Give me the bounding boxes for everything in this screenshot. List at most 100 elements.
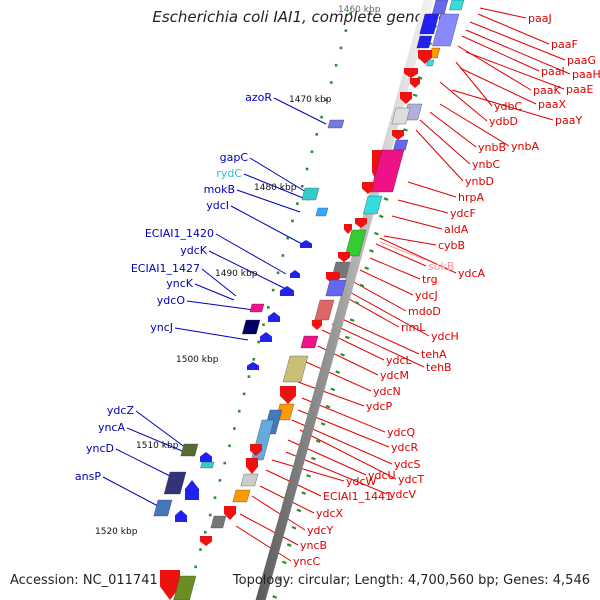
connector-line	[397, 199, 449, 214]
gene-label[interactable]: ydcZ	[107, 404, 135, 417]
gene-label[interactable]: ydcS	[394, 458, 421, 471]
gene-label[interactable]: ECIAI1_1420	[145, 227, 214, 240]
gene-feature	[419, 13, 440, 35]
gene-label[interactable]: yncC	[293, 555, 321, 568]
gene-label[interactable]: paaJ	[528, 12, 552, 25]
connector-line	[243, 173, 309, 201]
tick-mark	[311, 456, 316, 461]
connector-line	[379, 237, 457, 274]
tick-dot	[310, 150, 314, 153]
gene-label[interactable]: yncB	[300, 539, 327, 552]
gene-feature	[153, 499, 173, 517]
gene-label[interactable]: paaK	[533, 84, 561, 97]
gene-label[interactable]: paaY	[555, 114, 582, 127]
gene-label[interactable]: paaX	[538, 98, 566, 111]
gene-label[interactable]: ECIAI1_1427	[131, 262, 200, 275]
connector-line	[479, 7, 527, 19]
tick-dot	[334, 63, 338, 67]
gene-label[interactable]: paaI	[541, 65, 565, 78]
gene-label[interactable]: ynbC	[472, 158, 500, 171]
gene-label[interactable]: ydcW	[346, 475, 377, 488]
gene-label[interactable]: ydcK	[180, 244, 208, 257]
gene-label[interactable]: mokB	[204, 183, 235, 196]
gene-label[interactable]: ydcH	[431, 330, 459, 343]
gene-label[interactable]: rydC	[216, 167, 242, 180]
connector-line	[102, 476, 159, 507]
scale-label: 1480 kbp	[254, 183, 297, 193]
gene-label[interactable]: tehB	[426, 361, 452, 374]
gene-label[interactable]: ansP	[75, 470, 101, 483]
gene-label[interactable]: sokB	[428, 260, 454, 273]
tick-dot	[325, 98, 328, 102]
gene-label[interactable]: paaE	[566, 83, 593, 96]
gene-feature	[242, 319, 261, 335]
gene-label[interactable]: ydcL	[386, 354, 413, 367]
gene-label[interactable]: ECIAI1_1441	[323, 490, 392, 503]
gene-labels-right: paaJ paaF paaG paaH paaI paaK paaE ydbC …	[293, 12, 600, 568]
map-title: Escherichia coli IAI1, complete genome	[152, 8, 448, 26]
gene-label[interactable]: aldA	[444, 223, 469, 236]
connector-line	[208, 250, 285, 289]
gene-label[interactable]: gapC	[220, 151, 249, 164]
tick-mark	[340, 352, 345, 357]
gene-label[interactable]: yncK	[166, 277, 194, 290]
gene-arrow	[344, 224, 352, 234]
gene-label[interactable]: ynbB	[478, 141, 506, 154]
tick-dot	[339, 46, 343, 50]
connector-line	[115, 448, 171, 477]
gene-feature	[249, 303, 265, 313]
gene-label[interactable]: ydcO	[157, 294, 186, 307]
gene-label[interactable]: ydcR	[391, 441, 419, 454]
gene-label[interactable]: rimL	[401, 321, 426, 334]
gene-label[interactable]: ydcY	[307, 524, 334, 537]
gene-label[interactable]: ydcN	[373, 385, 401, 398]
gene-label[interactable]: paaG	[567, 54, 596, 67]
gene-feature	[393, 139, 409, 151]
gene-label[interactable]: cybB	[438, 239, 465, 252]
scale-label: 1500 kbp	[176, 355, 219, 365]
connector-line	[331, 323, 425, 368]
gene-label[interactable]: ydcU	[368, 469, 396, 482]
gene-label[interactable]: ydcQ	[387, 426, 416, 439]
gene-label[interactable]: paaF	[551, 38, 578, 51]
gene-label[interactable]: yncA	[98, 421, 126, 434]
gene-arrow	[280, 386, 296, 404]
tick-dot	[281, 254, 285, 257]
gene-label[interactable]: ynbD	[465, 175, 494, 188]
tick-dot	[315, 133, 319, 136]
connector-line	[297, 381, 365, 407]
gene-feature	[391, 107, 411, 125]
gene-feature	[173, 575, 197, 600]
gene-label[interactable]: ydbD	[489, 115, 518, 128]
gene-arrow	[300, 240, 312, 248]
gene-label[interactable]: ydcX	[316, 507, 344, 520]
gene-label[interactable]: ydcF	[450, 207, 476, 220]
tick-mark	[301, 491, 307, 495]
gene-label[interactable]: ynbA	[511, 140, 539, 153]
gene-label[interactable]: ydcV	[389, 488, 417, 501]
gene-feature	[301, 187, 320, 201]
gene-label[interactable]: ydcJ	[415, 289, 438, 302]
gene-label[interactable]: azoR	[245, 91, 272, 104]
gene-label[interactable]: ydcP	[366, 400, 393, 413]
gene-label[interactable]: ydbC	[494, 100, 522, 113]
gene-label[interactable]: trg	[422, 273, 438, 286]
gene-label[interactable]: yncD	[86, 442, 114, 455]
gene-label[interactable]: ydcA	[458, 267, 486, 280]
gene-label[interactable]: ydcM	[380, 369, 409, 382]
tick-dot	[320, 115, 323, 119]
gene-arrow	[250, 444, 262, 456]
gene-arrow	[185, 480, 199, 500]
connector-line	[273, 97, 327, 125]
gene-arrow	[290, 270, 300, 278]
gene-arrow	[355, 218, 367, 228]
gene-arrow	[260, 332, 272, 342]
gene-label[interactable]: hrpA	[458, 191, 484, 204]
gene-label[interactable]: paaH	[572, 68, 600, 81]
gene-label[interactable]: mdoD	[408, 305, 441, 318]
gene-label[interactable]: yncJ	[150, 321, 173, 334]
gene-arrow	[175, 510, 187, 522]
gene-label[interactable]: ydcI	[206, 199, 229, 212]
gene-label[interactable]: tehA	[421, 348, 447, 361]
gene-label[interactable]: ydcT	[398, 473, 425, 486]
